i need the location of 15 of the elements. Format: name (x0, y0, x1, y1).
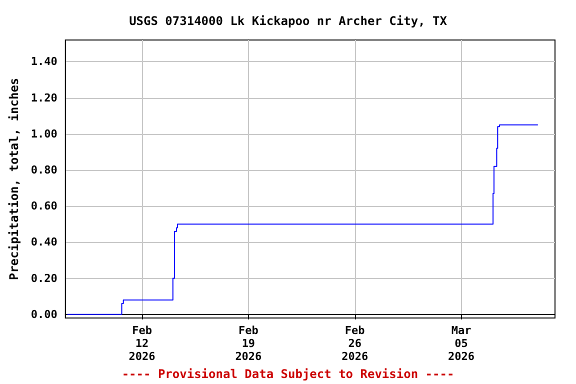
x-tick-label: Feb 12 2026 (128, 324, 156, 363)
text: ---- Provisional Data Subject to Revision ---- (122, 367, 454, 381)
y-tick-label: 0.00 (30, 308, 58, 321)
y-tick-label: 0.80 (30, 163, 58, 176)
x-tick-label: Feb 19 2026 (235, 324, 262, 363)
y-tick-label: 0.20 (30, 272, 58, 285)
y-tick-label: 0.60 (30, 200, 58, 213)
y-tick-label: 1.20 (30, 91, 58, 104)
y-axis-title: Precipitation, total, inches (7, 78, 21, 280)
y-tick-label: 0.40 (30, 236, 58, 249)
x-tick-label: Feb 26 2026 (342, 324, 368, 363)
chart-title: USGS 07314000 Lk Kickapoo nr Archer City, TX (129, 14, 448, 28)
y-tick-label: 1.40 (30, 55, 58, 68)
x-tick-label: Mar 05 2026 (448, 324, 475, 363)
y-tick-label: 1.00 (30, 127, 58, 140)
